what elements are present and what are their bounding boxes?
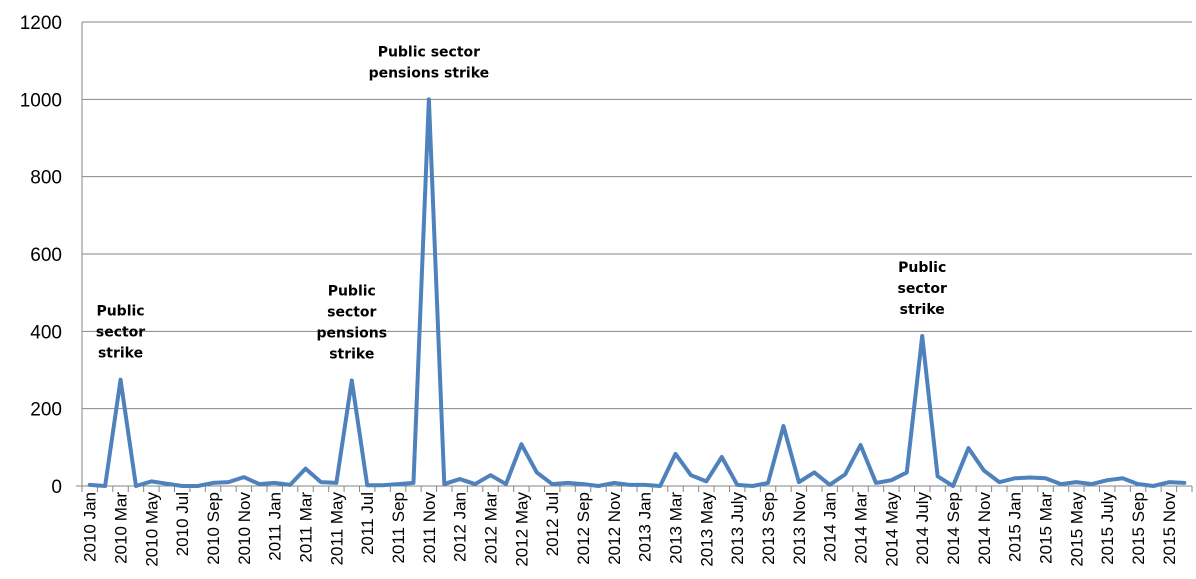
x-tick-label: 2011 Jan <box>266 492 285 561</box>
x-tick-label: 2015 Sep <box>1129 492 1148 565</box>
x-tick-label: 2011 Jul <box>358 492 377 555</box>
x-tick-label: 2010 Mar <box>112 492 131 564</box>
x-tick-label: 2013 May <box>697 492 716 567</box>
x-tick-label: 2013 Mar <box>667 492 686 564</box>
series-line <box>87 97 1187 488</box>
annotation-line: strike <box>329 346 374 362</box>
annotation: Public sector pensions strike <box>317 283 388 362</box>
y-tick-label: 1000 <box>20 90 62 111</box>
y-tick-label: 1200 <box>20 13 62 34</box>
x-tick-label: 2014 Mar <box>852 492 871 564</box>
y-tick-label: 800 <box>30 168 62 189</box>
x-tick-label: 2012 Mar <box>482 492 501 564</box>
x-tick-label: 2013 Sep <box>759 492 778 565</box>
x-tick-label: 2015 Nov <box>1160 492 1179 565</box>
gridlines <box>81 21 1193 492</box>
x-tick-label: 2014 Jan <box>821 492 840 562</box>
x-tick-label: 2011 Nov <box>420 492 439 564</box>
y-tick-label: 200 <box>30 400 62 421</box>
x-tick-label: 2015 Jan <box>1006 492 1025 562</box>
x-tick-label: 2013 Nov <box>790 492 809 565</box>
x-tick-label: 2010 Nov <box>235 492 254 565</box>
x-tick-label: 2011 May <box>327 492 346 566</box>
x-tick-label: 2012 Jul <box>543 492 562 556</box>
annotation-line: Public <box>898 260 946 276</box>
annotation-line: sector <box>898 281 947 297</box>
x-tick-label: 2010 Jan <box>81 492 100 562</box>
annotation-line: pensions <box>317 325 388 341</box>
x-tick-label: 2010 Sep <box>204 492 223 565</box>
x-tick-label: 2014 Sep <box>944 492 963 565</box>
x-tick-label: 2010 Jul <box>173 492 192 556</box>
annotation-line: pensions strike <box>369 65 490 81</box>
x-tick-label: 2012 Jan <box>451 492 470 562</box>
x-tick-label: 2014 July <box>913 492 932 565</box>
annotation: Public sector strike <box>96 304 145 362</box>
x-tick-label: 2012 May <box>512 492 531 567</box>
x-tick-labels: 2010 Jan 2010 Mar 2010 May 2010 Jul 2010 Sep… <box>81 492 1179 567</box>
x-tick-label: 2012 Sep <box>574 492 593 565</box>
y-tick-label: 400 <box>30 322 62 343</box>
annotation: Public sector pensions strike <box>369 44 490 81</box>
annotation-line: sector <box>327 304 376 320</box>
annotation-line: Public sector <box>378 44 480 60</box>
x-tick-label: 2015 May <box>1067 492 1086 567</box>
x-tick-label: 2011 Sep <box>389 492 408 564</box>
annotation-line: strike <box>900 302 945 318</box>
annotations: Public sector strike Public sector pensions st… <box>96 44 947 362</box>
x-tick-label: 2015 Mar <box>1037 492 1056 564</box>
x-tick-label: 2011 Mar <box>297 492 316 563</box>
annotation-line: Public <box>96 304 144 320</box>
annotation: Public sector strike <box>898 260 947 318</box>
x-tick-label: 2013 Jan <box>636 492 655 562</box>
annotation-line: Public <box>328 283 376 299</box>
annotation-line: sector <box>96 325 145 341</box>
y-tick-label: 600 <box>30 245 62 266</box>
x-tick-label: 2015 July <box>1098 492 1117 565</box>
y-tick-labels: 0 200 400 600 800 1000 1200 <box>20 13 62 498</box>
x-tick-label: 2010 May <box>142 492 161 567</box>
x-tick-label: 2014 Nov <box>975 492 994 565</box>
y-tick-label: 0 <box>51 477 62 498</box>
x-tick-label: 2012 Nov <box>605 492 624 565</box>
annotation-line: strike <box>98 346 143 362</box>
x-tick-label: 2014 May <box>882 492 901 567</box>
x-tick-label: 2013 July <box>728 492 747 565</box>
